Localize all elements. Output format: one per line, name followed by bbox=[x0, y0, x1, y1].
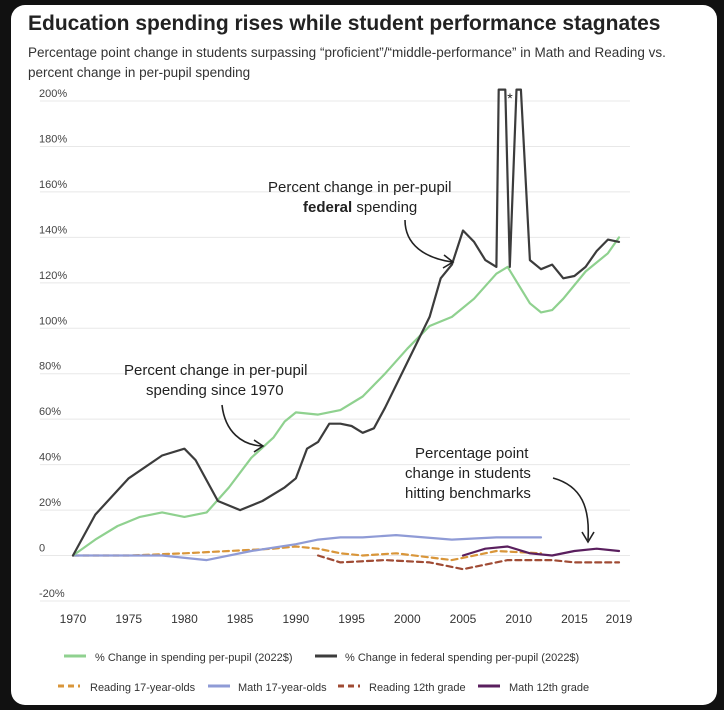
y-tick-label-8: 40% bbox=[39, 452, 61, 464]
x-tick-label-3: 1985 bbox=[227, 612, 254, 626]
annotation-spending-line2: spending since 1970 bbox=[146, 382, 284, 399]
x-tick-label-10: 2019 bbox=[606, 612, 633, 626]
x-tick-label-9: 2015 bbox=[561, 612, 588, 626]
annotation-federal-arrow bbox=[404, 219, 453, 263]
annotation-federal-line1: Percent change in per-pupil bbox=[268, 179, 451, 196]
series-line-reading-17-year-olds bbox=[71, 545, 543, 562]
x-tick-label-0: 1970 bbox=[60, 612, 87, 626]
annotation-spending-arrowhead bbox=[253, 439, 265, 453]
y-tick-label-1: 180% bbox=[39, 133, 67, 145]
series-line-change-in-spending-per-pupil-2022 bbox=[71, 236, 621, 557]
legend-label-reading17: Reading 17-year-olds bbox=[90, 682, 196, 694]
annotation-bench-arrow bbox=[552, 477, 590, 541]
annotation-bench-line3: hitting benchmarks bbox=[405, 485, 531, 502]
x-tick-label-1: 1975 bbox=[115, 612, 142, 626]
chart-card bbox=[11, 5, 717, 705]
y-tick-label-3: 140% bbox=[39, 224, 67, 236]
y-tick-label-11: -20% bbox=[39, 588, 65, 600]
annotation-bench-line1: Percentage point bbox=[415, 445, 529, 462]
spike-marker: * bbox=[507, 90, 513, 106]
annotation-bench-arrowhead bbox=[581, 531, 595, 544]
y-tick-label-0: 200% bbox=[39, 88, 67, 100]
annotation-bench-line2: change in students bbox=[405, 465, 531, 482]
legend-label-reading12: Reading 12th grade bbox=[369, 682, 466, 694]
y-tick-label-6: 80% bbox=[39, 361, 61, 373]
y-tick-label-4: 120% bbox=[39, 270, 67, 282]
x-tick-label-8: 2010 bbox=[505, 612, 532, 626]
legend-label-spending: % Change in spending per-pupil (2022$) bbox=[95, 652, 293, 664]
legend-label-math12: Math 12th grade bbox=[509, 682, 589, 694]
x-tick-label-6: 2000 bbox=[394, 612, 421, 626]
y-tick-label-10: 0 bbox=[39, 543, 45, 555]
annotation-spending-line1: Percent change in per-pupil bbox=[124, 362, 307, 379]
annotation-federal: Percent change in per-pupil federal spen… bbox=[268, 179, 455, 269]
chart-subtitle: Percentage point change in students surp… bbox=[28, 45, 666, 80]
annotation-federal-bold: federal bbox=[303, 199, 352, 216]
x-tick-label-4: 1990 bbox=[283, 612, 310, 626]
annotation-federal-rest: spending bbox=[352, 199, 417, 216]
x-tick-label-2: 1980 bbox=[171, 612, 198, 626]
annotation-spending-arrow bbox=[221, 404, 263, 447]
series-line-math-12th-grade bbox=[461, 545, 621, 557]
annotation-benchmarks: Percentage point change in students hitt… bbox=[405, 445, 595, 544]
y-axis-ticks: 200% 180% 160% 140% 120% 100% 80% 60% 40% 20% 0 -20… bbox=[39, 88, 67, 600]
y-tick-label-9: 20% bbox=[39, 497, 61, 509]
legend-label-federal: % Change in federal spending per-pupil (… bbox=[345, 652, 579, 664]
y-tick-label-7: 60% bbox=[39, 406, 61, 418]
annotation-federal-arrowhead bbox=[442, 254, 455, 269]
series-line-math-17-year-olds bbox=[71, 533, 543, 562]
x-tick-label-5: 1995 bbox=[338, 612, 365, 626]
legend: % Change in spending per-pupil (2022$) %… bbox=[58, 652, 589, 694]
x-axis-ticks: 1970 1975 1980 1985 1990 1995 2000 2005 2010 2015… bbox=[60, 612, 633, 626]
gridlines bbox=[40, 100, 630, 602]
annotation-spending: Percent change in per-pupil spending sin… bbox=[124, 362, 307, 453]
chart-title: Education spending rises while student p… bbox=[28, 12, 661, 35]
legend-label-math17: Math 17-year-olds bbox=[238, 682, 327, 694]
y-tick-label-2: 160% bbox=[39, 179, 67, 191]
series-lines bbox=[71, 88, 621, 571]
annotation-federal-line2: federal spending bbox=[303, 199, 417, 216]
series-line-change-in-federal-spending-per-pupil-2022 bbox=[71, 88, 621, 557]
series-line-reading-12th-grade bbox=[317, 554, 621, 571]
y-tick-label-5: 100% bbox=[39, 315, 67, 327]
x-tick-label-7: 2005 bbox=[450, 612, 477, 626]
